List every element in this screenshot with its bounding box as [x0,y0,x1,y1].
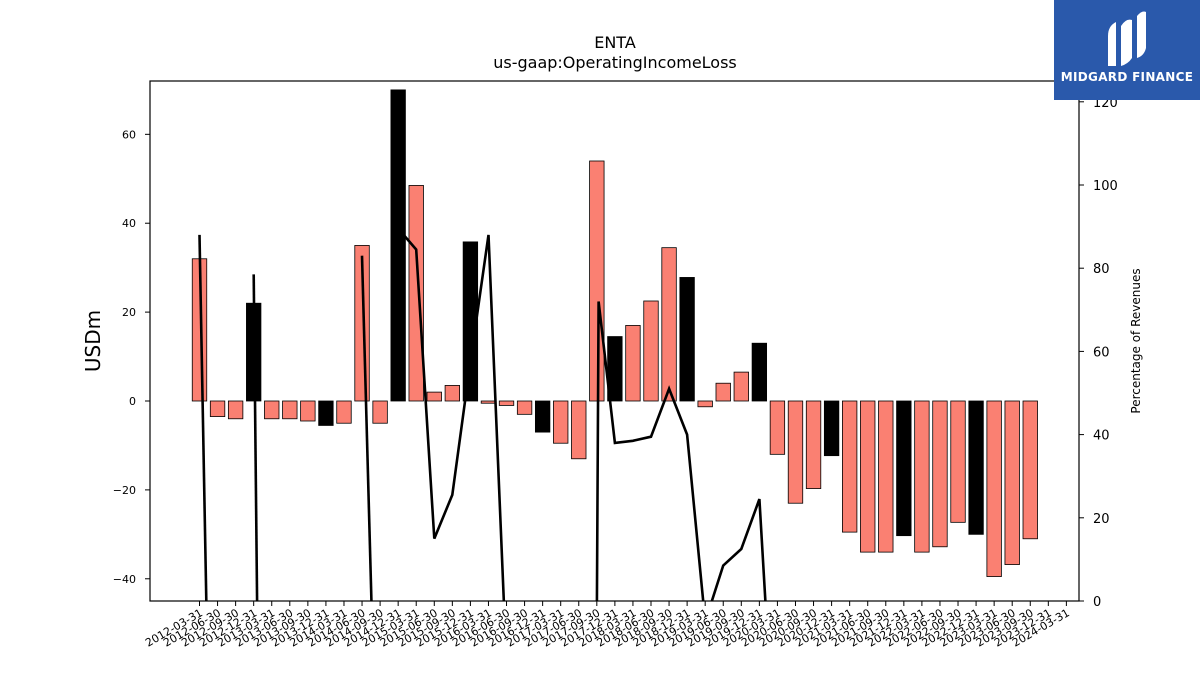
bar [914,400,930,553]
bar [950,400,966,523]
bar [571,400,587,460]
bar [751,342,768,402]
bar [896,400,912,537]
y-tick-label: 60 [122,128,136,141]
bar [733,371,749,402]
y-axis-label: USDm [81,310,105,372]
brand-logo: MIDGARD FINANCE [1054,0,1200,100]
bar [498,400,515,406]
bar [227,400,244,420]
logo-text: MIDGARD FINANCE [1060,70,1194,84]
chart-subtitle: us-gaap:OperatingIncomeLoss [493,53,737,72]
bar [480,400,497,404]
bar [679,277,695,402]
y-tick-label-right: 0 [1093,595,1101,610]
y-tick-label: 0 [129,395,136,408]
bar [860,400,876,553]
chart-title: ENTA [594,33,636,52]
bar-series [191,89,1038,577]
bar [444,385,460,402]
bar [697,400,713,408]
bar [318,400,334,426]
bar [209,400,226,417]
bar [300,400,316,422]
bar [878,400,894,553]
bar [264,400,280,420]
line-series [198,234,767,601]
bar [553,400,569,444]
line-segment [402,234,506,601]
bar [426,391,442,402]
bar [715,382,731,402]
y-tick-label: −40 [113,573,136,586]
bar [390,89,406,402]
line-segment [595,301,767,601]
bar [986,400,1002,577]
bar [408,185,424,402]
y-tick-label-right: 60 [1093,345,1110,360]
x-axis: 2012-03-312012-06-302012-09-302012-12-31… [143,601,1072,650]
y-tick-label-right: 20 [1093,512,1110,527]
y-tick-label: 40 [122,217,136,230]
bar [643,300,659,402]
bar [1004,400,1020,565]
bar [589,160,605,402]
bar [534,400,551,433]
line-segment [198,234,208,601]
bar [769,400,786,455]
y-tick-label-right: 40 [1093,429,1110,444]
bar [516,400,533,415]
y-axis-left: −40 −20 0 20 40 60 [113,128,150,586]
y-tick-label-right: 100 [1093,179,1118,194]
bar [625,325,641,402]
y-axis-label-right: Percentage of Revenues [1129,268,1143,413]
y-tick-label: 20 [122,306,136,319]
line-segment [360,255,373,601]
y-tick-label: −20 [113,484,136,497]
line-segment [252,274,259,601]
bar [805,400,822,489]
bar [462,241,479,402]
bar [661,247,677,402]
midgard-logo-icon [1108,11,1146,67]
bar [823,400,840,457]
y-tick-label-right: 80 [1093,262,1110,277]
bar [842,400,858,533]
bar [932,400,948,548]
bar [372,400,388,424]
bar [968,400,984,535]
bar [282,400,298,420]
bar [1022,400,1038,540]
bar [787,400,804,504]
bar [336,400,352,424]
